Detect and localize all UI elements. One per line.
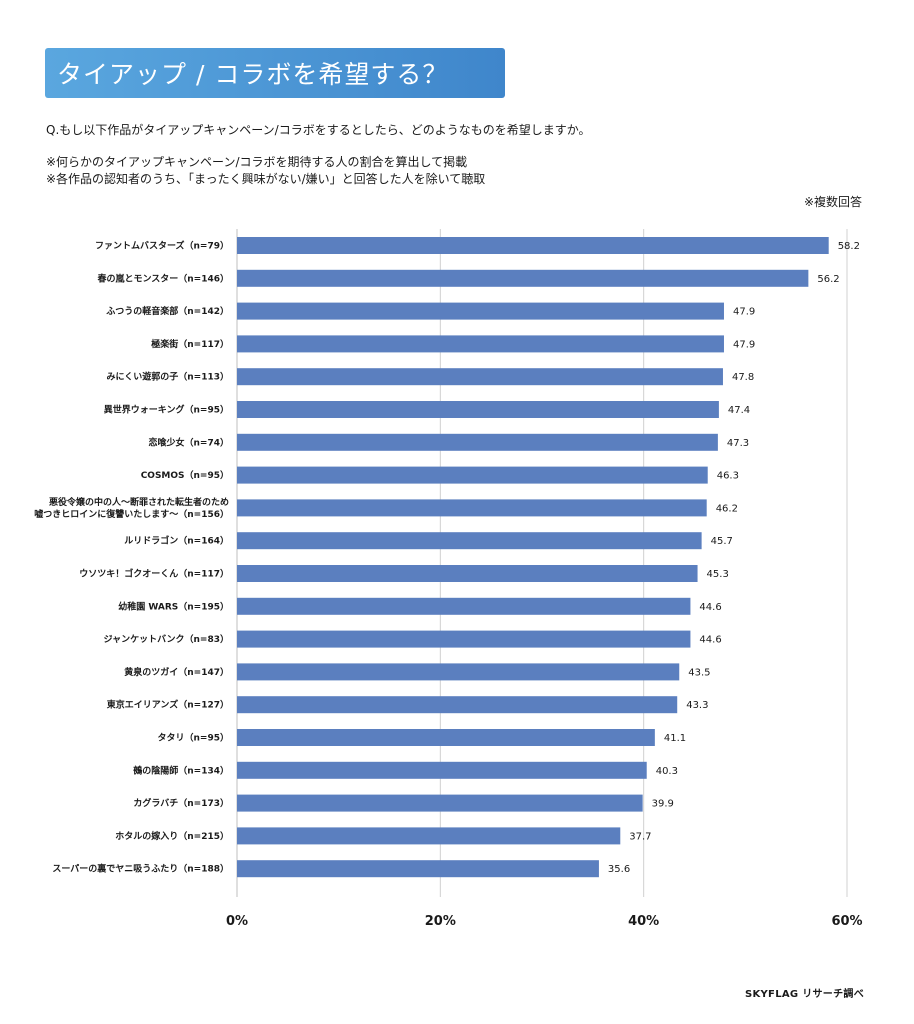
data-label: 43.3 xyxy=(686,700,708,711)
data-label: 35.6 xyxy=(608,864,630,875)
bar xyxy=(237,827,621,845)
category-label: 鵺の陰陽師（n=134） xyxy=(133,764,229,776)
bar xyxy=(237,237,829,254)
category-label: 嘘つきヒロインに復讐いたします～（n=156） xyxy=(34,508,229,520)
category-label: ルリドラゴン（n=164） xyxy=(124,535,229,547)
category-label: 幼稚園 WARS（n=195） xyxy=(118,600,229,612)
data-label: 43.5 xyxy=(688,667,710,678)
data-label: 37.7 xyxy=(629,831,651,842)
data-label: 47.8 xyxy=(732,372,754,383)
data-label: 44.6 xyxy=(699,602,721,613)
bar xyxy=(237,794,643,812)
tick-layer: 0% 20% 40% 60% xyxy=(226,914,863,929)
source-credit: SKYFLAG リサーチ調べ xyxy=(744,989,864,1000)
data-label: 41.1 xyxy=(664,733,686,744)
category-label: スーパーの裏でヤニ吸うふたり（n=188） xyxy=(52,863,229,875)
category-label: ファントムバスターズ（n=79） xyxy=(95,240,229,252)
page-title: タイアップ / コラボを希望する？ xyxy=(57,60,449,89)
bar xyxy=(237,532,702,550)
note-text-2: ※各作品の認知者のうち、「まったく興味がない/嫌い」と回答した人を除いて聴取 xyxy=(46,172,486,186)
data-label: 46.3 xyxy=(717,471,739,482)
bar-layer xyxy=(237,237,829,878)
category-label: ウソツキ！ゴクオーくん（n=117） xyxy=(79,568,229,580)
x-tick-label: 40% xyxy=(628,914,659,929)
category-label: カグラバチ（n=173） xyxy=(133,797,229,809)
category-label: ジャンケットバンク（n=83） xyxy=(104,634,229,645)
bar xyxy=(237,368,723,386)
category-label: 異世界ウォーキング（n=95） xyxy=(104,404,229,416)
bar xyxy=(237,335,724,353)
data-label: 45.3 xyxy=(707,569,729,580)
category-label: タタリ（n=95） xyxy=(158,732,229,744)
data-label: 44.6 xyxy=(699,635,721,646)
data-label: 56.2 xyxy=(817,274,839,285)
bar xyxy=(237,433,718,451)
bar xyxy=(237,696,678,714)
bar xyxy=(237,597,691,615)
x-tick-label: 60% xyxy=(831,914,862,929)
title-banner: タイアップ / コラボを希望する？ xyxy=(45,48,505,98)
bar xyxy=(237,302,724,320)
data-label: 47.3 xyxy=(727,438,749,449)
data-label: 39.9 xyxy=(652,799,674,810)
category-label: 悪役令嬢の中の人～断罪された転生者のため xyxy=(49,496,229,508)
note-text-1: ※何らかのタイアップキャンペーン/コラボを期待する人の割合を算出して掲載 xyxy=(46,155,468,169)
category-label: ホタルの嫁入り（n=215） xyxy=(115,830,229,842)
category-label: ふつうの軽音楽部（n=142） xyxy=(106,305,229,317)
bar xyxy=(237,499,707,517)
data-label: 45.7 xyxy=(711,536,733,547)
data-label: 58.2 xyxy=(838,241,860,252)
question-text: Q.もし以下作品がタイアップキャンペーン/コラボをするとしたら、どのようなものを… xyxy=(46,123,591,137)
bar xyxy=(237,630,691,648)
bar xyxy=(237,663,680,681)
label-layer: 58.2 ファントムバスターズ（n=79） 56.2 春の嵐とモンスター（n=146）… xyxy=(34,240,860,876)
data-label: 40.3 xyxy=(656,766,678,777)
category-label: 春の嵐とモンスター（n=146） xyxy=(96,272,229,284)
category-label: 極楽街（n=117） xyxy=(150,338,229,350)
bar xyxy=(237,466,708,484)
category-label: 黄泉のツガイ（n=147） xyxy=(124,666,229,678)
data-label: 46.2 xyxy=(716,503,738,514)
bar xyxy=(237,729,655,746)
bar xyxy=(237,761,647,779)
x-tick-label: 20% xyxy=(425,914,456,929)
category-label: 東京エイリアンズ（n=127） xyxy=(107,699,229,711)
x-tick-label: 0% xyxy=(226,914,248,929)
category-label: COSMOS（n=95） xyxy=(141,470,229,481)
data-label: 47.9 xyxy=(733,307,755,318)
multiple-answer-note: ※複数回答 xyxy=(803,195,862,209)
data-label: 47.9 xyxy=(733,339,755,350)
category-label: みにくい遊郭の子（n=113） xyxy=(106,371,229,383)
bar xyxy=(237,269,809,287)
bar xyxy=(237,401,719,418)
bar xyxy=(237,565,698,582)
data-label: 47.4 xyxy=(728,405,750,416)
category-label: 恋喰少女（n=74） xyxy=(149,436,229,448)
bar xyxy=(237,860,599,878)
